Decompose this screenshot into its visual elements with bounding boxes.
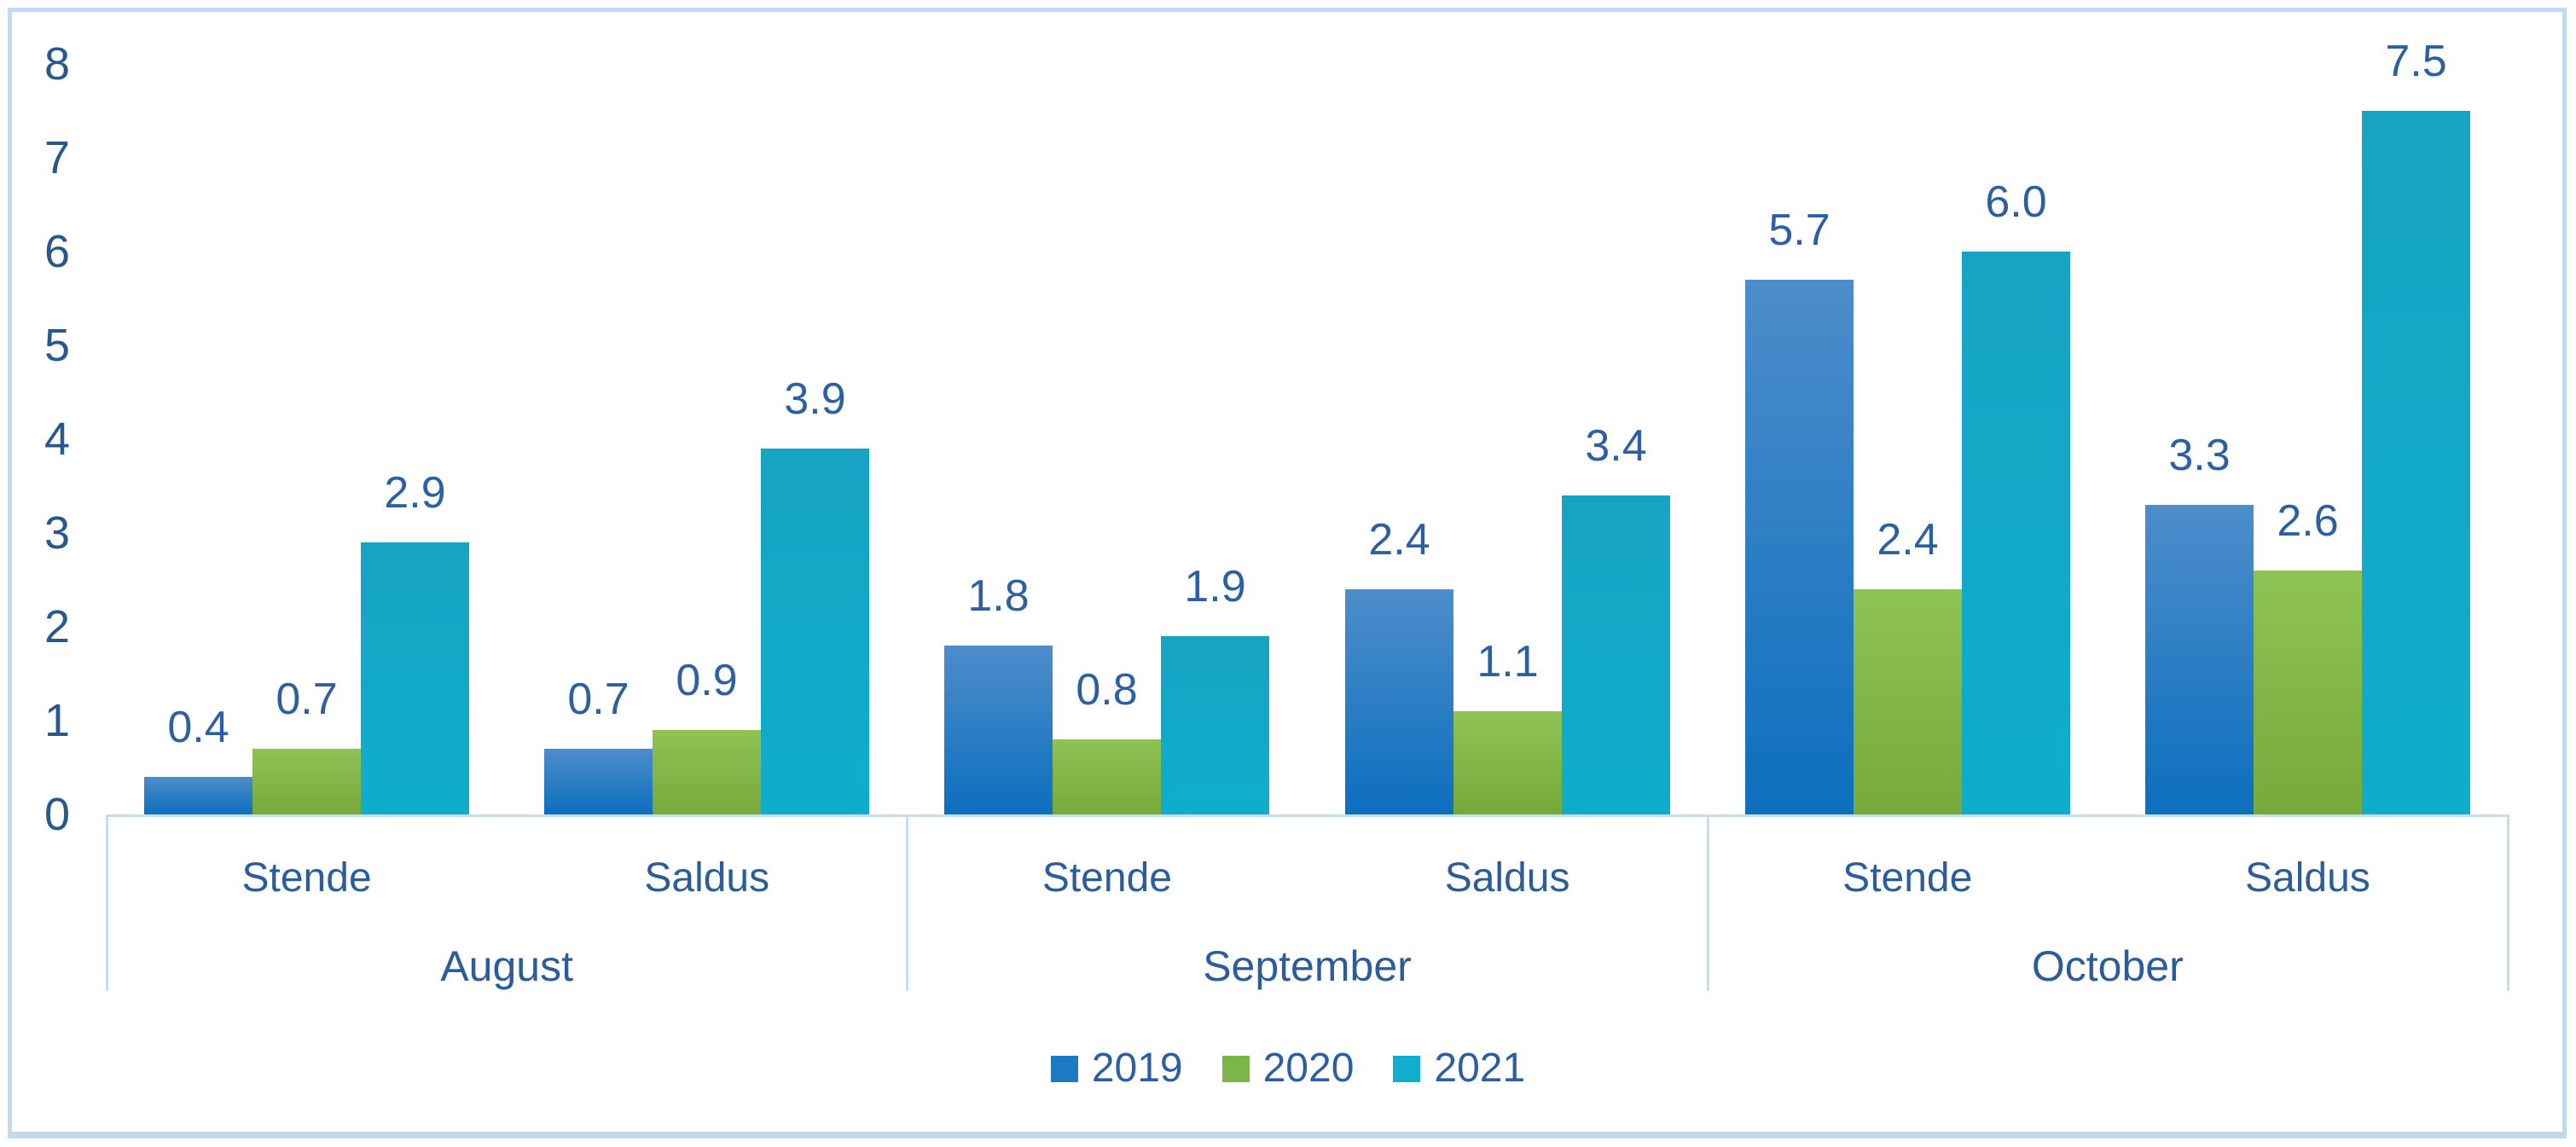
bar-value-label: 2.4 [1368, 515, 1430, 565]
bar-value-label: 3.9 [784, 374, 846, 424]
bar-2021-September-Saldus[interactable] [1562, 495, 1670, 814]
legend-swatch-2020-icon [1221, 1055, 1250, 1082]
bar-2019-September-Saldus[interactable] [1345, 589, 1453, 814]
legend-label-2020: 2020 [1262, 1046, 1355, 1091]
bar-2019-August-Saldus[interactable] [544, 749, 653, 814]
y-axis-tick-label: 8 [44, 38, 70, 90]
y-axis-tick-label: 5 [44, 320, 70, 371]
y-axis-tick-label: 3 [44, 507, 70, 559]
bar-value-label: 1.8 [967, 571, 1030, 621]
bar-value-label: 2.9 [384, 468, 446, 518]
bar-2020-October-Saldus[interactable] [2254, 571, 2362, 814]
bar-value-label: 0.7 [567, 675, 629, 724]
category-separator-line [906, 814, 909, 991]
x-axis-line [107, 814, 2508, 817]
category-label: Stende [241, 855, 372, 901]
legend: 2019 2020 2021 [0, 1039, 2576, 1098]
y-axis-tick-label: 6 [44, 226, 70, 277]
legend-label-2019: 2019 [1091, 1046, 1183, 1091]
bar-2019-October-Stende[interactable] [1745, 280, 1854, 814]
bar-value-label: 2.4 [1877, 515, 1939, 565]
legend-swatch-2019-icon [1050, 1055, 1078, 1082]
bar-2020-August-Stende[interactable] [252, 749, 361, 814]
category-label: Stende [1842, 855, 1973, 901]
bar-value-label: 0.9 [676, 656, 738, 705]
bar-value-label: 1.1 [1477, 637, 1539, 686]
bar-value-label: 5.7 [1768, 206, 1830, 255]
category-label: Stende [1041, 855, 1172, 901]
legend-swatch-2021-icon [1393, 1055, 1421, 1082]
legend-item-2021[interactable]: 2021 [1393, 1045, 1525, 1092]
bar-value-label: 7.5 [2385, 37, 2447, 86]
bar-2020-September-Saldus[interactable] [1453, 711, 1562, 814]
bar-2019-October-Saldus[interactable] [2145, 505, 2254, 814]
bar-value-label: 3.4 [1585, 421, 1647, 471]
bar-value-label: 0.4 [167, 703, 229, 752]
bar-value-label: 6.0 [1985, 177, 2047, 227]
legend-item-2019[interactable]: 2019 [1050, 1045, 1183, 1092]
bar-2019-August-Stende[interactable] [144, 777, 252, 814]
bar-2019-September-Stende[interactable] [944, 646, 1053, 814]
category-label: Saldus [644, 855, 770, 901]
bar-value-label: 3.3 [2168, 431, 2231, 480]
category-label: Saldus [1444, 855, 1570, 901]
bar-2020-September-Stende[interactable] [1053, 739, 1161, 814]
bar-2021-August-Stende[interactable] [361, 542, 469, 814]
category-separator-line [1706, 814, 1709, 991]
y-axis-tick-label: 0 [44, 789, 70, 840]
bar-2021-October-Stende[interactable] [1962, 252, 2070, 814]
category-group-label: August [440, 942, 573, 990]
bar-2020-August-Saldus[interactable] [653, 730, 761, 814]
legend-item-2020[interactable]: 2020 [1221, 1045, 1355, 1092]
bar-value-label: 2.6 [2277, 496, 2339, 546]
bar-value-label: 0.7 [276, 675, 338, 724]
bar-2021-August-Saldus[interactable] [761, 449, 869, 814]
category-label: Saldus [2245, 855, 2370, 901]
y-axis-tick-label: 7 [44, 132, 70, 183]
category-separator-line [2507, 814, 2509, 991]
category-separator-line [106, 814, 108, 991]
bar-value-label: 0.8 [1076, 665, 1138, 715]
category-group-label: September [1203, 942, 1412, 990]
y-axis-tick-label: 4 [44, 414, 70, 465]
y-axis-tick-label: 1 [44, 695, 70, 746]
y-axis-tick-label: 2 [44, 601, 70, 652]
bar-2021-October-Saldus[interactable] [2362, 111, 2470, 814]
bar-2021-September-Stende[interactable] [1161, 636, 1269, 814]
bar-value-label: 1.9 [1184, 562, 1246, 611]
legend-label-2021: 2021 [1434, 1046, 1526, 1091]
bar-2020-October-Stende[interactable] [1854, 589, 1962, 814]
category-group-label: October [2031, 942, 2184, 990]
